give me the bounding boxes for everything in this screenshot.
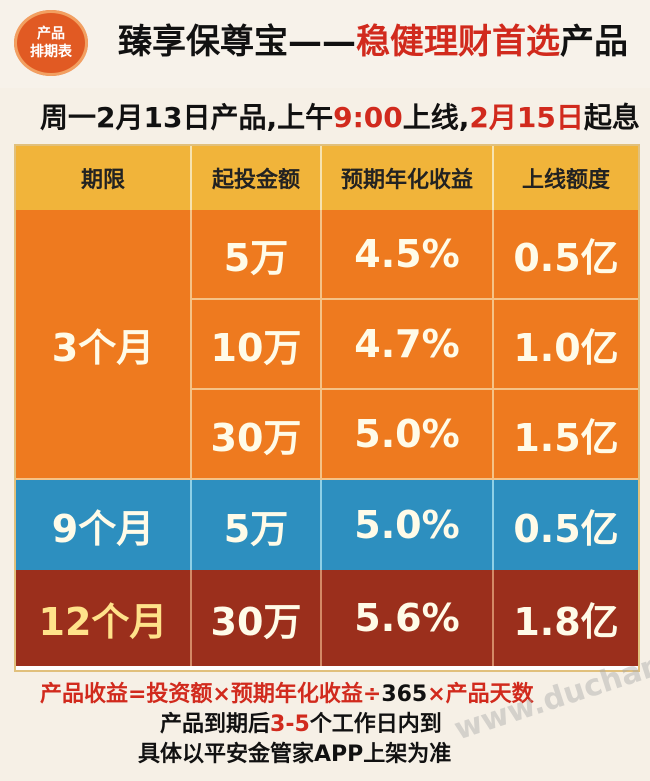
schedule-badge: 产品 排期表 — [14, 10, 88, 76]
launch-info-part-2: 上线, — [402, 101, 470, 134]
table-cell-quota: 1.8亿 — [494, 570, 638, 666]
table-cell-amount: 5万 — [192, 480, 322, 570]
value-date: 2月15日 — [469, 101, 584, 134]
table-cell-rate: 5.0% — [322, 480, 494, 570]
maturity-note-part-2: 个工作日内到 — [309, 712, 442, 737]
header-quota: 上线额度 — [494, 146, 638, 210]
launch-time: 9:00 — [333, 101, 403, 134]
table-cell-rate: 4.7% — [322, 300, 494, 390]
term-3-months: 3个月 — [16, 210, 192, 480]
table-cell-rate: 4.5% — [322, 210, 494, 300]
table-cell-quota: 0.5亿 — [494, 210, 638, 300]
launch-info-part-1: 周一2月13日产品,上午 — [40, 101, 334, 134]
product-table: 期限 起投金额 预期年化收益 上线额度 3个月 5万 4.5% 0.5亿 10万… — [14, 144, 640, 672]
badge-line-2: 排期表 — [30, 44, 72, 60]
header-expected-yield: 预期年化收益 — [322, 146, 494, 210]
app-disclaimer: 具体以平安金管家APP上架为准 — [138, 742, 452, 767]
title-part-3: 产品 — [560, 22, 628, 62]
table-cell-amount: 5万 — [192, 210, 322, 300]
formula-part-1: 产品收益=投资额×预期年化收益÷ — [40, 682, 382, 707]
page-title: 臻享保尊宝——稳健理财首选产品 — [118, 14, 628, 63]
title-part-1: 臻享保尊宝—— — [118, 22, 356, 62]
table-cell-amount: 30万 — [192, 390, 322, 480]
yield-formula: 产品收益=投资额×预期年化收益÷365×产品天数 — [40, 676, 534, 708]
header-bar: 产品 排期表 臻享保尊宝——稳健理财首选产品 — [0, 0, 650, 88]
launch-info-part-3: 起息 — [583, 101, 640, 134]
table-cell-quota: 0.5亿 — [494, 480, 638, 570]
table-cell-quota: 1.5亿 — [494, 390, 638, 480]
title-part-2: 稳健理财首选 — [356, 22, 560, 62]
table-cell-quota: 1.0亿 — [494, 300, 638, 390]
launch-info: 周一2月13日产品,上午9:00上线,2月15日起息 — [40, 96, 640, 136]
table-cell-amount: 30万 — [192, 570, 322, 666]
formula-part-2: ×产品天数 — [427, 682, 534, 707]
formula-days: 365 — [381, 682, 428, 707]
term-12-months: 12个月 — [16, 570, 192, 666]
maturity-note: 产品到期后3-5个工作日内到 — [160, 706, 442, 738]
term-9-months: 9个月 — [16, 480, 192, 570]
maturity-note-part-1: 产品到期后 — [160, 712, 271, 737]
table-cell-amount: 10万 — [192, 300, 322, 390]
maturity-days: 3-5 — [270, 712, 310, 737]
header-term: 期限 — [16, 146, 192, 210]
badge-line-1: 产品 — [37, 26, 65, 42]
table-cell-rate: 5.0% — [322, 390, 494, 480]
header-min-amount: 起投金额 — [192, 146, 322, 210]
table-cell-rate: 5.6% — [322, 570, 494, 666]
